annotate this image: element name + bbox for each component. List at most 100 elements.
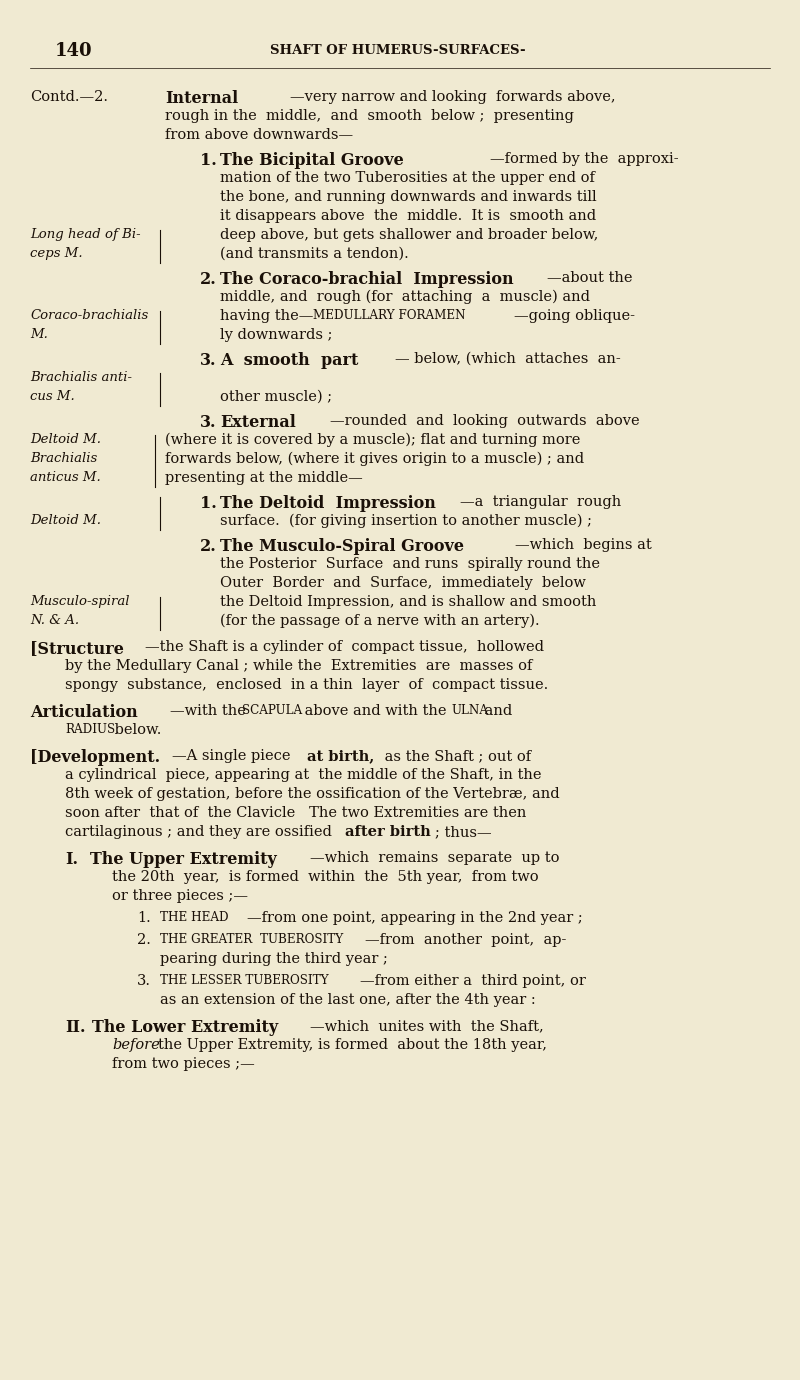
Text: forwards below, (where it gives origin to a muscle) ; and: forwards below, (where it gives origin t…	[165, 453, 584, 466]
Text: deep above, but gets shallower and broader below,: deep above, but gets shallower and broad…	[220, 228, 598, 242]
Text: other muscle) ;: other muscle) ;	[220, 391, 332, 404]
Text: SHAFT OF HUMERUS-SURFACES-: SHAFT OF HUMERUS-SURFACES-	[270, 44, 526, 57]
Text: 140: 140	[55, 41, 93, 59]
Text: N. & A.: N. & A.	[30, 614, 79, 627]
Text: —which  begins at: —which begins at	[515, 538, 652, 552]
Text: Deltoid M.: Deltoid M.	[30, 513, 101, 527]
Text: 2.: 2.	[200, 270, 217, 288]
Text: Contd.—2.: Contd.—2.	[30, 90, 108, 104]
Text: 2.: 2.	[200, 538, 217, 555]
Text: The Coraco-brachial  Impression: The Coraco-brachial Impression	[220, 270, 514, 288]
Text: the Deltoid Impression, and is shallow and smooth: the Deltoid Impression, and is shallow a…	[220, 595, 596, 609]
Text: soon after  that of  the Clavicle   The two Extremities are then: soon after that of the Clavicle The two …	[65, 806, 526, 820]
Text: having the—: having the—	[220, 309, 314, 323]
Text: Deltoid M.: Deltoid M.	[30, 433, 101, 446]
Text: the 20th  year,  is formed  within  the  5th year,  from two: the 20th year, is formed within the 5th …	[112, 869, 538, 885]
Text: ULNA: ULNA	[451, 704, 488, 718]
Text: ceps M.: ceps M.	[30, 247, 82, 259]
Text: as the Shaft ; out of: as the Shaft ; out of	[380, 749, 531, 763]
Text: 3.: 3.	[137, 974, 151, 988]
Text: (where it is covered by a muscle); flat and turning more: (where it is covered by a muscle); flat …	[165, 433, 580, 447]
Text: The Upper Extremity: The Upper Extremity	[90, 851, 277, 868]
Text: anticus M.: anticus M.	[30, 471, 101, 484]
Text: A  smooth  part: A smooth part	[220, 352, 358, 368]
Text: —the Shaft is a cylinder of  compact tissue,  hollowed: —the Shaft is a cylinder of compact tiss…	[145, 640, 544, 654]
Text: —from one point, appearing in the 2nd year ;: —from one point, appearing in the 2nd ye…	[247, 911, 582, 925]
Text: a cylindrical  piece, appearing at  the middle of the Shaft, in the: a cylindrical piece, appearing at the mi…	[65, 769, 542, 782]
Text: [Development.: [Development.	[30, 749, 160, 766]
Text: (and transmits a tendon).: (and transmits a tendon).	[220, 247, 409, 261]
Text: The Lower Extremity: The Lower Extremity	[92, 1018, 278, 1036]
Text: spongy  substance,  enclosed  in a thin  layer  of  compact tissue.: spongy substance, enclosed in a thin lay…	[65, 678, 548, 691]
Text: Internal: Internal	[165, 90, 238, 108]
Text: (for the passage of a nerve with an artery).: (for the passage of a nerve with an arte…	[220, 614, 540, 628]
Text: ; thus—: ; thus—	[435, 825, 492, 839]
Text: —from  another  point,  ap-: —from another point, ap-	[365, 933, 566, 947]
Text: Brachialis: Brachialis	[30, 453, 98, 465]
Text: Long head of Bi-: Long head of Bi-	[30, 228, 141, 242]
Text: M.: M.	[30, 328, 48, 341]
Text: 3.: 3.	[200, 414, 217, 431]
Text: 2.: 2.	[137, 933, 151, 947]
Text: Brachialis anti-: Brachialis anti-	[30, 371, 132, 384]
Text: THE LESSER TUBEROSITY: THE LESSER TUBEROSITY	[160, 974, 329, 987]
Text: from two pieces ;—: from two pieces ;—	[112, 1057, 254, 1071]
Text: MEDULLARY FORAMEN: MEDULLARY FORAMEN	[313, 309, 466, 322]
Text: after birth: after birth	[345, 825, 430, 839]
Text: —which  remains  separate  up to: —which remains separate up to	[310, 851, 559, 865]
Text: Musculo-spiral: Musculo-spiral	[30, 595, 130, 609]
Text: the Posterior  Surface  and runs  spirally round the: the Posterior Surface and runs spirally …	[220, 558, 600, 571]
Text: middle, and  rough (for  attaching  a  muscle) and: middle, and rough (for attaching a muscl…	[220, 290, 590, 305]
Text: above and with the: above and with the	[300, 704, 451, 718]
Text: 1.: 1.	[200, 152, 217, 168]
Text: the Upper Extremity, is formed  about the 18th year,: the Upper Extremity, is formed about the…	[158, 1038, 547, 1052]
Text: THE HEAD: THE HEAD	[160, 911, 229, 925]
Text: 1.: 1.	[200, 495, 217, 512]
Text: it disappears above  the  middle.  It is  smooth and: it disappears above the middle. It is sm…	[220, 208, 596, 224]
Text: as an extension of the last one, after the 4th year :: as an extension of the last one, after t…	[160, 994, 536, 1007]
Text: Coraco-brachialis: Coraco-brachialis	[30, 309, 148, 322]
Text: surface.  (for giving insertion to another muscle) ;: surface. (for giving insertion to anothe…	[220, 513, 592, 529]
Text: 1.: 1.	[137, 911, 150, 925]
Text: — below, (which  attaches  an-: — below, (which attaches an-	[395, 352, 621, 366]
Text: II.: II.	[65, 1018, 86, 1036]
Text: —very narrow and looking  forwards above,: —very narrow and looking forwards above,	[290, 90, 616, 104]
Text: The Deltoid  Impression: The Deltoid Impression	[220, 495, 436, 512]
Text: and: and	[480, 704, 512, 718]
Text: —rounded  and  looking  outwards  above: —rounded and looking outwards above	[330, 414, 640, 428]
Text: below.: below.	[110, 723, 162, 737]
Text: at birth,: at birth,	[307, 749, 374, 763]
Text: or three pieces ;—: or three pieces ;—	[112, 889, 248, 903]
Text: —which  unites with  the Shaft,: —which unites with the Shaft,	[310, 1018, 544, 1034]
Text: 3.: 3.	[200, 352, 217, 368]
Text: —going oblique-: —going oblique-	[514, 309, 635, 323]
Text: External: External	[220, 414, 296, 431]
Text: THE GREATER  TUBEROSITY: THE GREATER TUBEROSITY	[160, 933, 343, 947]
Text: rough in the  middle,  and  smooth  below ;  presenting: rough in the middle, and smooth below ; …	[165, 109, 574, 123]
Text: —A single piece: —A single piece	[172, 749, 295, 763]
Text: from above downwards—: from above downwards—	[165, 128, 353, 142]
Text: The Bicipital Groove: The Bicipital Groove	[220, 152, 404, 168]
Text: —formed by the  approxi-: —formed by the approxi-	[490, 152, 678, 166]
Text: pearing during the third year ;: pearing during the third year ;	[160, 952, 388, 966]
Text: Outer  Border  and  Surface,  immediately  below: Outer Border and Surface, immediately be…	[220, 575, 586, 591]
Text: Articulation: Articulation	[30, 704, 138, 720]
Text: ly downwards ;: ly downwards ;	[220, 328, 333, 342]
Text: before: before	[112, 1038, 160, 1052]
Text: the bone, and running downwards and inwards till: the bone, and running downwards and inwa…	[220, 190, 597, 204]
Text: by the Medullary Canal ; while the  Extremities  are  masses of: by the Medullary Canal ; while the Extre…	[65, 660, 532, 673]
Text: The Musculo-Spiral Groove: The Musculo-Spiral Groove	[220, 538, 464, 555]
Text: —a  triangular  rough: —a triangular rough	[460, 495, 622, 509]
Text: presenting at the middle—: presenting at the middle—	[165, 471, 362, 484]
Text: mation of the two Tuberosities at the upper end of: mation of the two Tuberosities at the up…	[220, 171, 595, 185]
Text: cus M.: cus M.	[30, 391, 74, 403]
Text: RADIUS: RADIUS	[65, 723, 115, 736]
Text: I.: I.	[65, 851, 78, 868]
Text: —from either a  third point, or: —from either a third point, or	[360, 974, 586, 988]
Text: SCAPULA: SCAPULA	[242, 704, 302, 718]
Text: cartilaginous ; and they are ossified: cartilaginous ; and they are ossified	[65, 825, 337, 839]
Text: —about the: —about the	[547, 270, 633, 286]
Text: [Structure: [Structure	[30, 640, 124, 657]
Text: 8th week of gestation, before the ossification of the Vertebræ, and: 8th week of gestation, before the ossifi…	[65, 787, 560, 800]
Text: —with the: —with the	[170, 704, 250, 718]
